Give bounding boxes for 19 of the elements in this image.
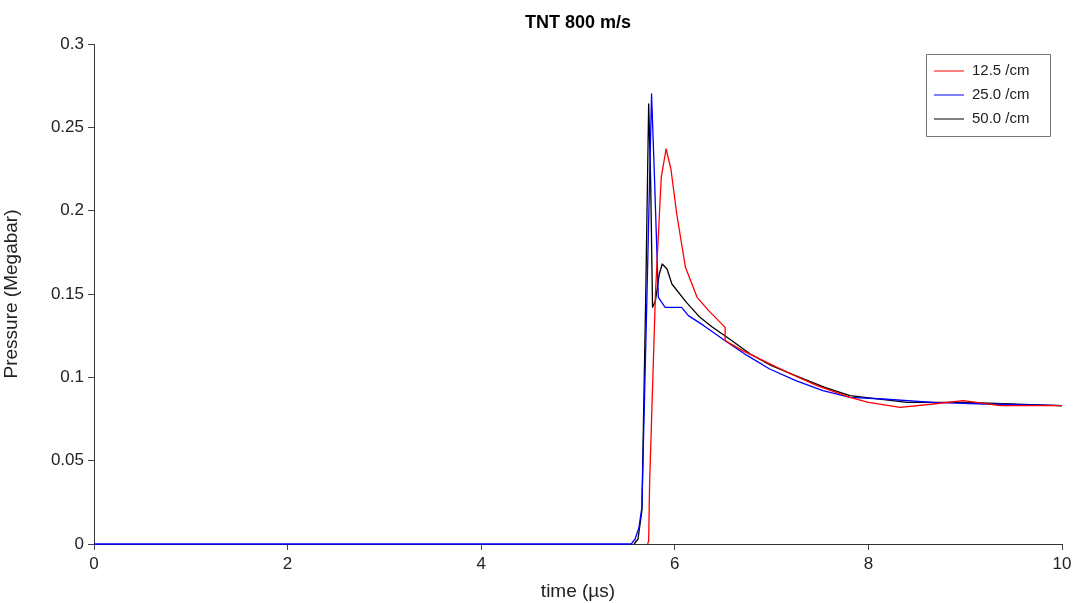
y-tick-label: 0.3 [60,33,84,53]
x-axis-title: time (µs) [540,579,616,601]
y-axis-title: Pressure (Megabar) [0,209,21,379]
x-tick-label: 10 [1052,553,1072,573]
x-tick-label: 0 [89,553,99,573]
y-tick-label: 0.25 [50,117,84,137]
legend-label: 50.0 /cm [972,109,1030,127]
y-tick-label: 0.2 [60,200,84,220]
legend-label: 25.0 /cm [972,85,1030,103]
y-tick-label: 0.1 [60,367,84,387]
y-tick-label: 0.15 [50,283,84,303]
x-tick-label: 6 [670,553,680,573]
y-tick-label: 0.05 [50,450,84,470]
y-tick-label: 0 [74,533,84,553]
chart-title: TNT 800 m/s [524,11,632,32]
legend-label: 12.5 /cm [972,61,1030,79]
x-tick-label: 8 [863,553,874,573]
x-tick-label: 2 [282,553,293,573]
x-tick-label: 4 [476,553,486,573]
